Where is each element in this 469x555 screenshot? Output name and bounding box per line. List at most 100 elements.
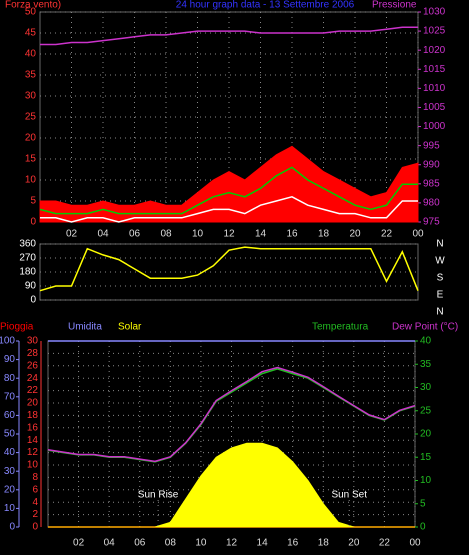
y-tick-label: 0 [30, 217, 36, 228]
y-tick-label: 28 [27, 348, 39, 359]
y2-tick-label: 15 [420, 452, 432, 463]
y-axis-label: Forza vento) [5, 0, 61, 11]
y3-tick-label: 70 [4, 391, 16, 402]
y-tick-label: 24 [27, 373, 39, 384]
legend-entry: Temperatura [312, 322, 369, 333]
direction-label: W [435, 256, 445, 267]
y-tick-label: 180 [19, 267, 36, 278]
y-tick-label: 14 [27, 435, 39, 446]
y3-tick-label: 0 [9, 522, 15, 533]
annotation: Sun Set [331, 490, 367, 501]
y-tick-label: 15 [25, 154, 37, 165]
y-tick-label: 35 [25, 70, 37, 81]
y3-tick-label: 60 [4, 410, 16, 421]
y3-tick-label: 50 [4, 429, 16, 440]
y2-tick-label: 980 [423, 198, 440, 209]
y2-tick-label: 1020 [423, 45, 446, 56]
y2-tick-label: 995 [423, 140, 440, 151]
annotation: Sun Rise [138, 490, 179, 501]
y2-tick-label: 35 [420, 359, 432, 370]
x-tick-label: 00 [412, 229, 424, 240]
y-tick-label: 90 [25, 281, 37, 292]
y-tick-label: 10 [27, 460, 39, 471]
x-tick-label: 12 [226, 538, 238, 549]
x-tick-label: 16 [286, 229, 298, 240]
x-tick-label: 14 [255, 229, 267, 240]
y3-tick-label: 40 [4, 447, 16, 458]
x-tick-label: 18 [318, 538, 330, 549]
line [40, 26, 418, 46]
x-tick-label: 02 [66, 229, 78, 240]
x-tick-label: 20 [348, 538, 360, 549]
y-tick-label: 26 [27, 360, 39, 371]
y2-tick-label: 975 [423, 217, 440, 228]
direction-label: S [437, 273, 444, 284]
x-tick-label: 16 [287, 538, 299, 549]
y-tick-label: 45 [25, 28, 37, 39]
y-tick-label: 18 [27, 410, 39, 421]
x-tick-label: 08 [165, 538, 177, 549]
x-tick-label: 02 [73, 538, 85, 549]
y-tick-label: 5 [30, 196, 36, 207]
y3-tick-label: 100 [0, 336, 15, 347]
line [39, 246, 419, 292]
y-tick-label: 0 [32, 522, 38, 533]
y2-tick-label: 985 [423, 178, 440, 189]
y2-tick-label: 5 [420, 498, 426, 509]
x-tick-label: 14 [257, 538, 269, 549]
legend-entry: Dew Point (°C) [392, 322, 458, 333]
direction-label: N [436, 307, 443, 318]
x-tick-label: 06 [134, 538, 146, 549]
x-tick-label: 20 [349, 229, 361, 240]
legend-entry: Umidita [68, 322, 102, 333]
x-tick-label: 12 [223, 229, 235, 240]
y-tick-label: 25 [25, 112, 37, 123]
y2-tick-label: 30 [420, 382, 432, 393]
y-tick-label: 0 [30, 295, 36, 306]
y-tick-label: 6 [32, 484, 38, 495]
y-tick-label: 8 [32, 472, 38, 483]
y2-tick-label: 20 [420, 429, 432, 440]
x-tick-label: 06 [129, 229, 141, 240]
y-tick-label: 12 [27, 447, 39, 458]
x-tick-label: 04 [104, 538, 116, 549]
y3-tick-label: 10 [4, 503, 16, 514]
y2-tick-label: 25 [420, 405, 432, 416]
x-tick-label: 08 [160, 229, 172, 240]
y-tick-label: 20 [27, 398, 39, 409]
y2-tick-label: 1005 [423, 102, 446, 113]
line [47, 366, 416, 463]
y-tick-label: 22 [27, 385, 39, 396]
x-tick-label: 22 [381, 229, 393, 240]
y2-axis-label: Pressione [372, 0, 417, 11]
x-tick-label: 04 [97, 229, 109, 240]
y3-tick-label: 30 [4, 466, 16, 477]
y3-tick-label: 80 [4, 373, 16, 384]
y-tick-label: 50 [25, 7, 37, 18]
y-tick-label: 30 [27, 336, 39, 347]
direction-label: E [437, 290, 444, 301]
y2-tick-label: 1030 [423, 7, 446, 18]
legend-entry: Solar [118, 322, 142, 333]
y2-tick-label: 1000 [423, 121, 446, 132]
y2-tick-label: 1015 [423, 64, 446, 75]
y2-tick-label: 10 [420, 475, 432, 486]
y2-tick-label: 1010 [423, 83, 446, 94]
x-tick-label: 10 [192, 229, 204, 240]
y-tick-label: 270 [19, 253, 36, 264]
x-tick-label: 10 [195, 538, 207, 549]
y-tick-label: 10 [25, 175, 37, 186]
x-tick-label: 18 [318, 229, 330, 240]
y2-tick-label: 40 [420, 336, 432, 347]
y2-tick-label: 1025 [423, 26, 446, 37]
line [40, 195, 418, 223]
line [39, 166, 418, 215]
y3-tick-label: 20 [4, 484, 16, 495]
y-tick-label: 30 [25, 91, 37, 102]
y-tick-label: 20 [25, 133, 37, 144]
direction-label: N [436, 239, 443, 250]
y3-tick-label: 90 [4, 354, 16, 365]
x-tick-label: 00 [409, 538, 421, 549]
